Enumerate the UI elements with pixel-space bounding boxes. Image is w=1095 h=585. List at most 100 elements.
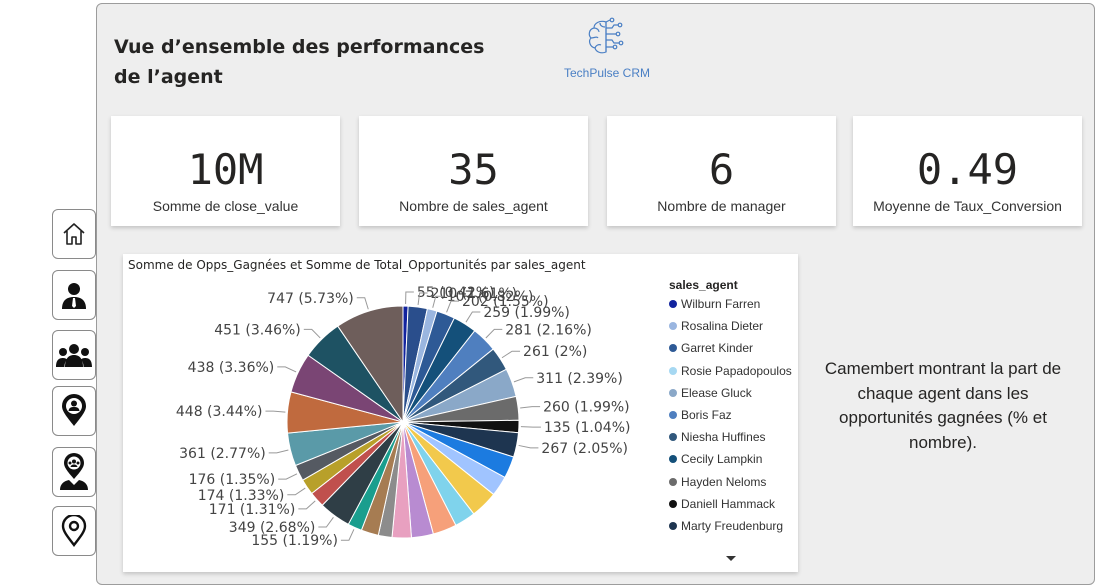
kpi-label: Nombre de manager <box>657 198 786 214</box>
nav-button-team[interactable] <box>52 330 96 380</box>
nav-button-agent[interactable] <box>52 270 96 320</box>
pie-leader-line <box>356 297 369 310</box>
kpi-card-sales-agent-count: 35 Nombre de sales_agent <box>359 116 588 226</box>
pie-data-label: 260 (1.99%) <box>543 400 630 416</box>
pie-leader-line <box>513 377 534 383</box>
pie-data-label: 176 (1.35%) <box>189 472 276 488</box>
legend-label: Daniell Hammack <box>681 496 776 511</box>
legend-item[interactable]: Daniell Hammack <box>669 493 792 515</box>
pie-leader-line <box>340 529 355 541</box>
legend-label: Niesha Huffines <box>681 430 766 445</box>
home-icon <box>61 221 87 247</box>
legend-swatch <box>669 477 677 486</box>
legend-label: Cecily Lampkin <box>681 452 763 467</box>
nav-button-location-agent[interactable] <box>52 386 96 436</box>
legend-item[interactable]: Hayden Neloms <box>669 471 792 493</box>
legend-item[interactable]: Rosalina Dieter <box>669 315 792 337</box>
legend-item[interactable]: Wilburn Farren <box>669 293 792 315</box>
pie-data-label: 261 (2%) <box>523 344 587 360</box>
kpi-card-conversion-rate: 0.49 Moyenne de Taux_Conversion <box>853 116 1082 226</box>
pie-data-label: 155 (1.19%) <box>251 533 338 549</box>
legend-swatch <box>669 300 677 308</box>
pie-data-label: 174 (1.33%) <box>198 488 285 504</box>
pie-data-label: 747 (5.73%) <box>267 291 354 307</box>
legend-label: Wilburn Farren <box>681 297 761 311</box>
legend-swatch <box>669 366 677 375</box>
pie-leader-line <box>278 473 298 480</box>
pie-data-label: 135 (1.04%) <box>544 420 631 436</box>
legend-label: Rosalina Dieter <box>681 319 764 334</box>
pie-slice[interactable] <box>337 305 404 424</box>
legend-swatch <box>669 433 677 442</box>
kpi-card-manager-count: 6 Nombre de manager <box>607 116 836 226</box>
legend-swatch <box>669 344 677 353</box>
legend-label: Elease Gluck <box>681 385 752 400</box>
pie-leader-line <box>277 366 297 373</box>
legend-item[interactable]: Cecily Lampkin <box>669 448 792 470</box>
pie-chart-card: Somme de Opps_Gagnées et Somme de Total_… <box>123 254 798 572</box>
legend-label: Garret Kinder <box>681 341 754 356</box>
pie-leader-line <box>432 295 444 308</box>
pie-leader-line <box>268 449 289 454</box>
pie-data-label: 171 (1.31%) <box>209 502 296 518</box>
nav-button-home[interactable] <box>52 209 96 259</box>
nav-button-location[interactable] <box>52 506 96 556</box>
page-title: Vue d’ensemble des performances de l’age… <box>114 36 485 88</box>
pie-leader-line <box>298 500 316 510</box>
nav-button-location-team[interactable] <box>52 447 96 497</box>
kpi-value: 10M <box>187 145 264 194</box>
pie-data-label: 311 (2.39%) <box>536 371 623 387</box>
logo: TechPulse CRM <box>542 14 672 84</box>
pie-data-label: 349 (2.68%) <box>229 520 316 536</box>
legend-scroll-down-icon[interactable] <box>726 556 736 561</box>
kpi-label: Moyenne de Taux_Conversion <box>873 198 1062 214</box>
pie-leader-line <box>417 292 428 306</box>
chart-title: Somme de Opps_Gagnées et Somme de Total_… <box>128 258 586 272</box>
legend-title: sales_agent <box>669 278 738 292</box>
legend-item[interactable]: Marty Freudenburg <box>669 515 792 537</box>
person-icon <box>60 280 88 310</box>
legend-item[interactable]: Elease Gluck <box>669 382 792 404</box>
legend-swatch <box>669 388 677 397</box>
pie-data-label: 107 (0.82%) <box>447 289 534 305</box>
legend-swatch <box>669 499 677 508</box>
legend-item[interactable]: Boris Faz <box>669 404 792 426</box>
legend-label: Marty Freudenburg <box>681 518 784 533</box>
pie-data-label: 451 (3.46%) <box>214 322 301 338</box>
legend-swatch <box>669 322 677 331</box>
pie-data-label: 438 (3.36%) <box>188 360 275 376</box>
pie-leader-line <box>518 444 539 449</box>
legend-swatch <box>669 410 677 419</box>
legend-label: Boris Faz <box>681 407 732 422</box>
brain-circuit-icon <box>588 17 624 54</box>
kpi-label: Somme de close_value <box>152 198 299 214</box>
pie-leader-line <box>446 300 460 313</box>
pie-leader-line <box>405 291 414 305</box>
legend: Wilburn Farren Rosalina Dieter Garret Kind… <box>669 293 792 537</box>
logo-text: TechPulse CRM <box>563 66 651 80</box>
pie-leader-line <box>465 311 481 323</box>
location-group-icon <box>58 453 90 491</box>
legend-swatch <box>669 455 677 464</box>
pie-leader-line <box>303 328 321 339</box>
kpi-value: 6 <box>708 145 735 194</box>
pie-data-label: 259 (1.99%) <box>483 305 570 321</box>
pie-data-label: 202 (1.55%) <box>462 294 549 310</box>
pie-leader-line <box>265 410 286 413</box>
pie-data-label: 267 (2.05%) <box>541 441 628 457</box>
kpi-card-close-value: 10M Somme de close_value <box>111 116 340 226</box>
legend-swatch <box>669 521 677 530</box>
pie-chart[interactable]: 55 (0.42%)210 (1.61%)107 (0.82%)202 (1.5… <box>123 254 663 572</box>
legend-item[interactable]: Garret Kinder <box>669 337 792 359</box>
pie-leader-line <box>501 350 521 359</box>
legend-label: Hayden Neloms <box>681 474 767 489</box>
legend-item[interactable]: Niesha Huffines <box>669 426 792 448</box>
kpi-label: Nombre de sales_agent <box>399 198 548 214</box>
legend-item[interactable]: Rosie Papadopoulos <box>669 360 792 382</box>
pie-leader-line <box>485 328 503 339</box>
pie-data-label: 55 (0.42%) <box>417 285 495 301</box>
pie-data-label: 210 (1.61%) <box>431 286 518 302</box>
legend-label: Rosie Papadopoulos <box>681 363 792 378</box>
location-person-icon <box>60 394 88 428</box>
kpi-value: 0.49 <box>916 145 1019 194</box>
